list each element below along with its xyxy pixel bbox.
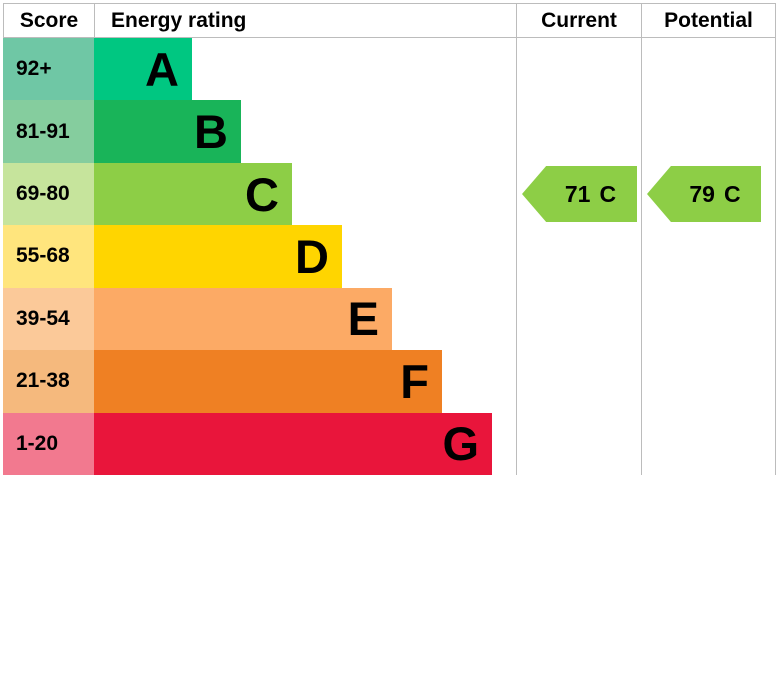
band-row-d: 55-68 D <box>3 225 503 288</box>
current-column-divider <box>516 38 517 475</box>
band-score: 39-54 <box>3 287 94 351</box>
current-rating-letter: C <box>599 180 617 207</box>
band-bar: E <box>94 287 392 351</box>
current-rating-arrow: 71 C <box>522 166 637 222</box>
epc-chart: Score Energy rating Current Potential 92… <box>3 3 776 475</box>
band-row-g: 1-20 G <box>3 412 503 475</box>
band-score: 69-80 <box>3 162 94 226</box>
band-score: 1-20 <box>3 412 94 475</box>
band-score: 81-91 <box>3 100 94 163</box>
band-row-f: 21-38 F <box>3 350 503 413</box>
chart-header-row: Score Energy rating Current Potential <box>3 3 776 38</box>
band-score: 55-68 <box>3 225 94 288</box>
band-row-e: 39-54 E <box>3 287 503 351</box>
band-row-b: 81-91 B <box>3 100 503 163</box>
band-row-c: 69-80 C <box>3 162 503 226</box>
band-bar: B <box>94 100 241 163</box>
band-bar: D <box>94 225 342 288</box>
potential-rating-arrow: 79 C <box>647 166 761 222</box>
band-score: 92+ <box>3 38 94 101</box>
score-header: Score <box>4 4 95 37</box>
band-bar: G <box>94 412 492 475</box>
band-row-a: 92+ A <box>3 38 503 101</box>
current-rating-value: 71 <box>564 180 591 207</box>
potential-rating-letter: C <box>723 180 741 207</box>
energy-rating-header: Energy rating <box>111 8 247 32</box>
potential-header: Potential <box>641 4 775 37</box>
band-bar: F <box>94 350 442 413</box>
band-score: 21-38 <box>3 350 94 413</box>
band-rows: 92+ A 81-91 B 69-80 C 55-68 D 39-54 E 21… <box>3 38 503 475</box>
right-table-border <box>775 38 776 475</box>
band-bar: A <box>94 38 192 101</box>
current-header: Current <box>516 4 641 37</box>
band-bar: C <box>94 162 292 226</box>
potential-column-divider <box>641 38 642 475</box>
potential-rating-value: 79 <box>689 180 715 207</box>
